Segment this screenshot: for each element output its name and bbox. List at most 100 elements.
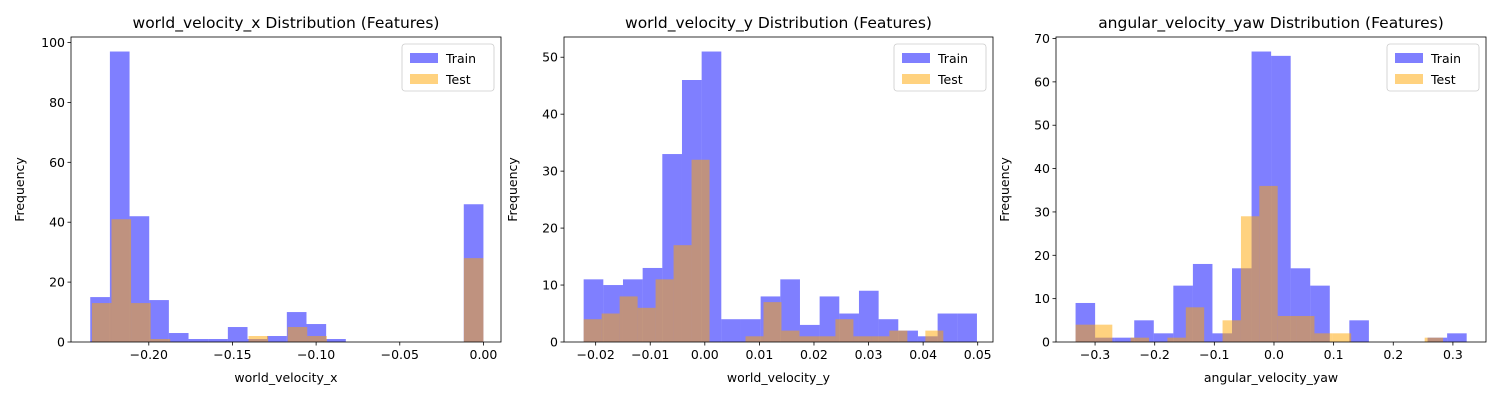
- legend: Train Test: [893, 43, 987, 92]
- x-tick-label: 0.04: [909, 347, 937, 362]
- chart-title: angular_velocity_yaw Distribution (Featu…: [1098, 14, 1444, 33]
- y-axis-label: Frequency: [997, 157, 1012, 222]
- plot-frame: [1055, 36, 1487, 343]
- legend-label-train: Train: [445, 51, 476, 66]
- x-tick-label: 0.03: [855, 347, 883, 362]
- histogram-bar: [91, 303, 112, 342]
- legend-label-test: Test: [445, 72, 471, 87]
- histogram-bar: [637, 307, 656, 342]
- x-tick-label: 0.02: [800, 347, 828, 362]
- histogram-panel-world-velocity-y: world_velocity_y Distribution (Features)…: [505, 14, 994, 385]
- histogram-bar: [111, 219, 132, 342]
- histogram-bar: [780, 279, 800, 342]
- histogram-bar: [898, 330, 918, 342]
- y-tick-label: 70: [1034, 31, 1050, 46]
- histogram-bar: [248, 336, 269, 342]
- histogram-bar: [1259, 185, 1278, 342]
- series-train: [90, 51, 484, 343]
- legend-swatch-train: [902, 53, 930, 63]
- histogram-bar: [853, 336, 872, 342]
- histogram-bar: [1114, 337, 1135, 342]
- histogram-bar: [307, 336, 327, 342]
- x-tick-label: 0.00: [470, 347, 498, 362]
- x-tick-label: −0.3: [1080, 347, 1110, 362]
- histogram-bar: [745, 336, 764, 342]
- y-tick-label: 40: [542, 107, 558, 122]
- legend-swatch-test: [1395, 74, 1423, 84]
- histogram-bar: [1314, 333, 1333, 342]
- y-tick-label: 20: [49, 275, 65, 290]
- legend-label-train: Train: [937, 51, 968, 66]
- x-tick-label: −0.2: [1140, 347, 1170, 362]
- histogram-panel-world-velocity-x: world_velocity_x Distribution (Features)…: [12, 14, 502, 385]
- x-tick-label: 0.01: [745, 347, 773, 362]
- legend: Train Test: [1386, 43, 1480, 92]
- histogram-bar: [691, 159, 710, 342]
- y-tick-label: 10: [1034, 291, 1050, 306]
- x-tick-label: 0.3: [1443, 347, 1463, 362]
- histogram-bar: [131, 303, 151, 342]
- histogram-bar: [858, 290, 879, 342]
- x-tick-label: 0.0: [1264, 347, 1284, 362]
- y-tick-label: 0: [1042, 335, 1050, 350]
- chart-title: world_velocity_y Distribution (Features): [625, 14, 932, 33]
- histogram-bar: [889, 330, 908, 342]
- histogram-bar: [957, 313, 977, 342]
- x-tick-label: −0.10: [297, 347, 335, 362]
- chart-title: world_velocity_x Distribution (Features): [133, 14, 440, 33]
- histogram-bar: [150, 339, 171, 342]
- histogram-bar: [619, 296, 638, 342]
- histogram-bar: [1447, 333, 1467, 342]
- legend-label-test: Test: [1430, 72, 1456, 87]
- legend-label-train: Train: [1430, 51, 1461, 66]
- legend-swatch-test: [902, 74, 930, 84]
- y-tick-label: 50: [1034, 118, 1050, 133]
- histogram-bar: [1153, 333, 1174, 342]
- plot-frame: [563, 36, 994, 343]
- x-tick-label: −0.05: [381, 347, 419, 362]
- x-axis-label: world_velocity_y: [727, 370, 831, 385]
- y-tick-label: 100: [41, 35, 65, 50]
- histogram-bar: [583, 319, 602, 342]
- histogram-bar: [326, 339, 346, 342]
- legend-label-test: Test: [937, 72, 963, 87]
- y-tick-label: 20: [1034, 248, 1050, 263]
- x-tick-label: 0.2: [1383, 347, 1403, 362]
- legend: Train Test: [401, 43, 495, 92]
- x-tick-label: 0.05: [964, 347, 992, 362]
- histogram-bar: [267, 336, 287, 342]
- x-tick-label: −0.01: [631, 347, 669, 362]
- x-tick-label: −0.02: [577, 347, 615, 362]
- histogram-bar: [1212, 333, 1233, 342]
- histogram-bar: [1240, 216, 1260, 342]
- histogram-bar: [1167, 337, 1186, 342]
- histogram-bar: [1075, 324, 1094, 342]
- histogram-bar: [763, 302, 782, 342]
- histogram-bar: [1424, 337, 1444, 342]
- histogram-bar: [287, 327, 308, 342]
- x-axis-label: world_velocity_x: [234, 370, 337, 385]
- y-tick-label: 80: [49, 95, 65, 110]
- histogram-bar: [1134, 320, 1154, 342]
- legend-swatch-train: [410, 53, 438, 63]
- histogram-bar: [925, 330, 944, 342]
- y-tick-label: 0: [57, 335, 65, 350]
- y-axis-label: Frequency: [505, 157, 520, 222]
- legend-swatch-test: [410, 74, 438, 84]
- histogram-bar: [463, 258, 484, 342]
- x-tick-label: −0.1: [1199, 347, 1229, 362]
- histogram-bar: [1310, 285, 1330, 342]
- y-tick-label: 10: [542, 278, 558, 293]
- histogram-bar: [835, 319, 854, 342]
- histogram-bar: [227, 327, 248, 342]
- series-test: [1075, 185, 1444, 342]
- y-tick-label: 40: [49, 215, 65, 230]
- histogram-bar: [673, 245, 692, 342]
- x-axis-label: angular_velocity_yaw: [1204, 370, 1338, 385]
- y-tick-label: 0: [550, 335, 558, 350]
- histogram-bar: [1185, 307, 1205, 342]
- histogram-bar: [1349, 320, 1369, 342]
- histogram-bar: [1277, 315, 1297, 342]
- histogram-bar: [1296, 315, 1315, 342]
- histogram-bar: [799, 336, 818, 342]
